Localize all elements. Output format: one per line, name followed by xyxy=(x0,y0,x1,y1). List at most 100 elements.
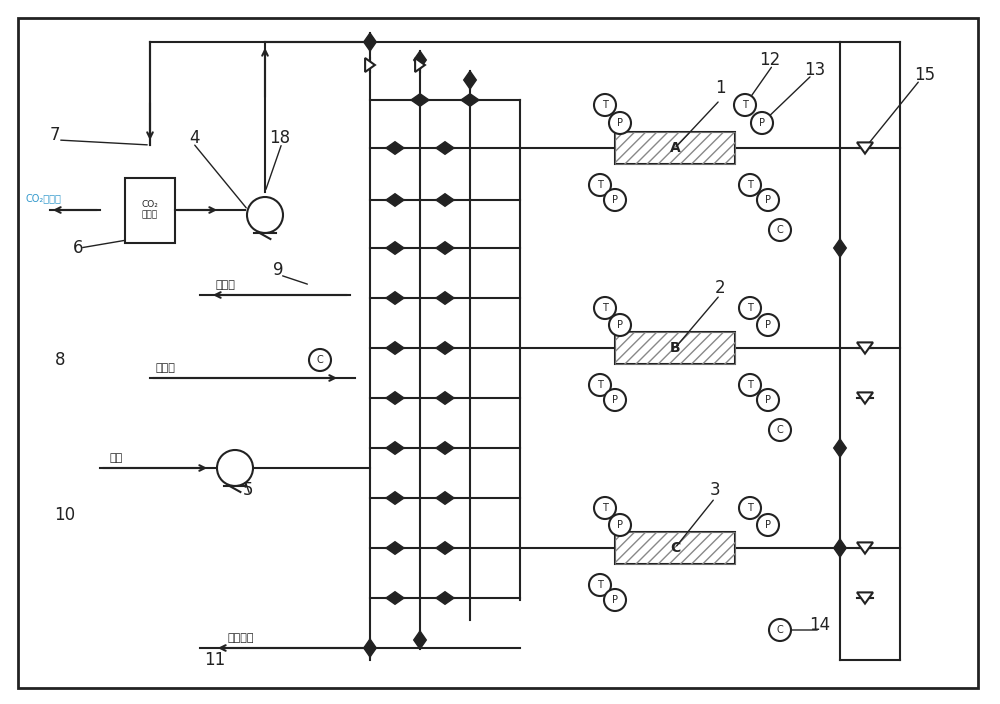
Polygon shape xyxy=(436,194,454,206)
Text: 3: 3 xyxy=(710,481,720,499)
Text: 1: 1 xyxy=(715,79,725,97)
Text: 空气: 空气 xyxy=(110,453,123,463)
Text: P: P xyxy=(617,520,623,530)
Polygon shape xyxy=(386,491,404,504)
Bar xyxy=(615,532,735,564)
Text: T: T xyxy=(747,180,753,190)
Polygon shape xyxy=(857,142,873,153)
Text: 9: 9 xyxy=(273,261,283,279)
Polygon shape xyxy=(857,592,873,603)
Text: P: P xyxy=(612,595,618,605)
Text: 11: 11 xyxy=(204,651,226,669)
Polygon shape xyxy=(436,541,454,554)
Polygon shape xyxy=(857,392,873,403)
Bar xyxy=(125,177,175,242)
Polygon shape xyxy=(414,51,426,69)
Circle shape xyxy=(757,314,779,336)
Text: P: P xyxy=(617,320,623,330)
Text: 10: 10 xyxy=(54,506,76,524)
Text: 12: 12 xyxy=(759,51,781,69)
Bar xyxy=(615,332,735,364)
Text: 6: 6 xyxy=(73,239,83,257)
Text: CO₂
缓冲罐: CO₂ 缓冲罐 xyxy=(142,201,158,220)
Polygon shape xyxy=(386,541,404,554)
Text: 14: 14 xyxy=(809,616,831,634)
Text: 8: 8 xyxy=(55,351,65,369)
Text: 7: 7 xyxy=(50,126,60,144)
Polygon shape xyxy=(436,491,454,504)
Text: T: T xyxy=(747,380,753,390)
Text: T: T xyxy=(602,503,608,513)
Polygon shape xyxy=(834,239,846,257)
Text: A: A xyxy=(670,141,680,155)
Circle shape xyxy=(309,349,331,371)
Polygon shape xyxy=(386,142,404,154)
Text: P: P xyxy=(617,118,623,128)
Text: T: T xyxy=(597,580,603,590)
Polygon shape xyxy=(386,341,404,354)
Text: C: C xyxy=(777,225,783,235)
Circle shape xyxy=(739,174,761,196)
Circle shape xyxy=(609,112,631,134)
Text: P: P xyxy=(765,395,771,405)
Text: 5: 5 xyxy=(243,481,253,499)
Polygon shape xyxy=(364,33,376,51)
Polygon shape xyxy=(386,591,404,604)
Circle shape xyxy=(739,497,761,519)
Bar xyxy=(615,132,735,164)
Text: B: B xyxy=(670,341,680,355)
Circle shape xyxy=(589,574,611,596)
Polygon shape xyxy=(436,391,454,404)
Bar xyxy=(615,132,735,164)
Circle shape xyxy=(594,497,616,519)
Circle shape xyxy=(739,297,761,319)
Circle shape xyxy=(604,589,626,611)
Polygon shape xyxy=(436,142,454,154)
Text: T: T xyxy=(747,303,753,313)
Text: 15: 15 xyxy=(914,66,936,84)
Text: C: C xyxy=(317,355,323,365)
Text: CO₂排气口: CO₂排气口 xyxy=(25,193,61,203)
Polygon shape xyxy=(365,58,375,72)
Text: P: P xyxy=(612,395,618,405)
Circle shape xyxy=(751,112,773,134)
Text: C: C xyxy=(777,625,783,635)
Circle shape xyxy=(739,374,761,396)
Circle shape xyxy=(757,189,779,211)
Circle shape xyxy=(769,619,791,641)
Polygon shape xyxy=(436,441,454,454)
Text: T: T xyxy=(602,303,608,313)
Circle shape xyxy=(757,514,779,536)
Circle shape xyxy=(247,197,283,233)
Text: P: P xyxy=(765,195,771,205)
Text: 冷烟气: 冷烟气 xyxy=(215,280,235,290)
Text: 18: 18 xyxy=(269,129,291,147)
Polygon shape xyxy=(386,194,404,206)
Polygon shape xyxy=(436,241,454,254)
Circle shape xyxy=(217,450,253,486)
Text: T: T xyxy=(742,100,748,110)
Polygon shape xyxy=(386,241,404,254)
Circle shape xyxy=(594,297,616,319)
Circle shape xyxy=(604,189,626,211)
Circle shape xyxy=(609,514,631,536)
Text: T: T xyxy=(602,100,608,110)
Text: 4: 4 xyxy=(190,129,200,147)
Circle shape xyxy=(589,174,611,196)
Polygon shape xyxy=(436,341,454,354)
Polygon shape xyxy=(436,291,454,304)
Polygon shape xyxy=(386,391,404,404)
Text: 2: 2 xyxy=(715,279,725,297)
Text: P: P xyxy=(612,195,618,205)
Text: C: C xyxy=(777,425,783,435)
Circle shape xyxy=(757,389,779,411)
Circle shape xyxy=(734,94,756,116)
Text: T: T xyxy=(597,180,603,190)
Polygon shape xyxy=(415,58,425,72)
Text: 空气排气: 空气排气 xyxy=(228,633,254,643)
Polygon shape xyxy=(461,94,479,106)
Polygon shape xyxy=(411,94,429,106)
Circle shape xyxy=(589,374,611,396)
Polygon shape xyxy=(857,542,873,553)
Text: P: P xyxy=(765,320,771,330)
